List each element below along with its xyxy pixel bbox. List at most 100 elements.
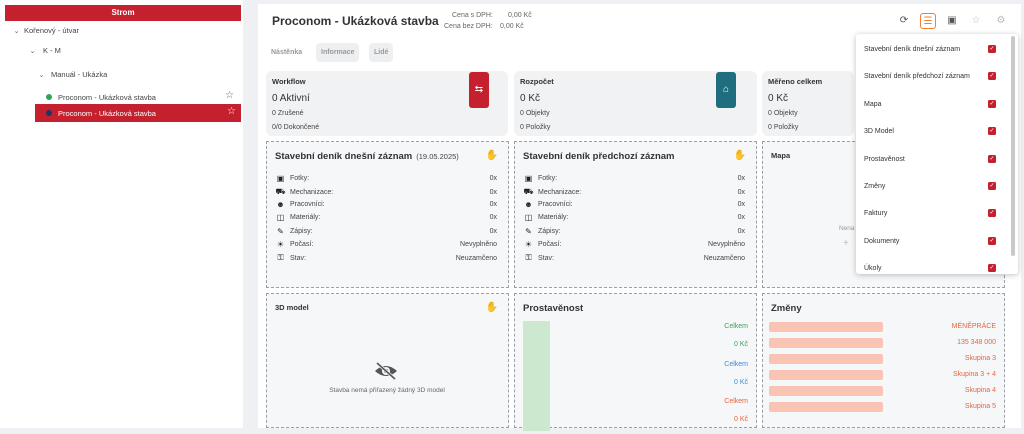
card-main-value: 0 Aktivní [272, 93, 310, 104]
diary-row-photos: ▣ Fotky: 0x [275, 174, 497, 183]
checkbox-checked[interactable]: ✓ [988, 127, 996, 135]
row-label: Materiály: [538, 214, 569, 221]
card-line: 0 Objekty [768, 110, 798, 117]
panel-diary-previous[interactable]: Stavební deník předchozí záznam ✋ ▣ Fotky… [514, 141, 757, 288]
sun-icon: ☀ [276, 240, 285, 249]
drag-handle-icon[interactable]: ✋ [733, 150, 746, 161]
gear-icon[interactable]: ⚙ [996, 15, 1006, 26]
menu-item-dokumenty[interactable]: Dokumenty ✓ [864, 237, 996, 245]
card-main-value: 0 Kč [768, 93, 789, 104]
row-value: Neuzamčeno [703, 254, 745, 262]
tab-lide[interactable]: Lidé [369, 43, 394, 62]
diary-row-weather: ☀ Počasí: Nevyplněno [523, 240, 745, 249]
status-dot-green [46, 94, 52, 100]
menu-item-prostavenost[interactable]: Prostavěnost ✓ [864, 155, 996, 163]
tree-node-label: K - M [43, 46, 61, 55]
change-bar [769, 386, 883, 396]
checkbox-checked[interactable]: ✓ [988, 72, 996, 80]
prostavenost-value: 0 Kč [733, 341, 748, 348]
star-icon[interactable]: ☆ [225, 90, 234, 101]
save-icon[interactable]: ▣ [947, 15, 957, 26]
row-label: Zápisy: [290, 228, 313, 235]
status-dot-dark [46, 110, 52, 116]
row-value: 0x [737, 175, 745, 182]
tree-node-label: Proconom - Ukázková stavba [58, 92, 156, 102]
row-value: 0x [489, 201, 497, 208]
checkbox-checked[interactable]: ✓ [988, 209, 996, 217]
card-mereno[interactable]: Měřeno celkem 0 Kč 0 Objekty 0 Položky [762, 71, 854, 136]
lock-icon: ⚿ [277, 253, 284, 262]
menu-item-diary-previous[interactable]: Stavební deník předchozí záznam ✓ [864, 72, 996, 80]
chevron-down-icon[interactable]: ⌄ [29, 47, 36, 55]
panel-title: 3D model [275, 303, 309, 312]
diary-row-weather: ☀ Počasí: Nevyplněno [275, 240, 497, 249]
menu-item-map[interactable]: Mapa ✓ [864, 100, 996, 108]
checkbox-checked[interactable]: ✓ [988, 155, 996, 163]
menu-item-3d-model[interactable]: 3D Model ✓ [864, 127, 996, 135]
diary-row-notes: ✎ Zápisy: 0x [275, 227, 497, 236]
list-icon[interactable]: ☰ [920, 13, 936, 29]
home-icon[interactable]: ⌂ [716, 72, 736, 108]
panel-zmeny[interactable]: Změny MÉNĚPRÁCE 135 348 000 Skupina 3 Sk… [762, 293, 1005, 428]
diary-row-state: ⚿ Stav: Neuzamčeno [523, 253, 745, 263]
row-label: Mechanizace: [538, 188, 582, 196]
tree-node-project[interactable]: Proconom - Ukázková stavba ☆ [46, 90, 239, 103]
menu-item-diary-today[interactable]: Stavební deník dnešní záznam ✓ [864, 45, 996, 53]
diary-row-notes: ✎ Zápisy: 0x [523, 227, 745, 236]
menu-item-label: Změny [864, 182, 886, 190]
tree-node-root[interactable]: ⌄ Kořenový - útvar [12, 26, 79, 35]
map-empty-text: Nena [839, 225, 855, 232]
checkbox-checked[interactable]: ✓ [988, 100, 996, 108]
checkbox-checked[interactable]: ✓ [988, 264, 996, 272]
row-label: Stav: [538, 254, 554, 262]
tree-node-km[interactable]: ⌄ K - M [28, 46, 61, 55]
menu-item-label: Stavební deník dnešní záznam [864, 45, 961, 53]
star-icon[interactable]: ☆ [971, 15, 981, 26]
change-bar [769, 370, 883, 380]
progress-bar [523, 321, 550, 431]
card-title: Měřeno celkem [768, 77, 823, 86]
truck-icon: ⛟ [523, 187, 534, 196]
card-main-value: 0 Kč [520, 93, 541, 104]
change-label: MÉNĚPRÁCE [951, 323, 996, 330]
panel-prostavenost[interactable]: Prostavěnost Celkem 0 Kč Celkem 0 Kč Cel… [514, 293, 757, 431]
panel-title: Mapa [771, 151, 791, 160]
star-icon[interactable]: ☆ [227, 106, 236, 117]
menu-item-faktury[interactable]: Faktury ✓ [864, 209, 996, 217]
row-label: Počasí: [538, 241, 562, 248]
row-label: Pracovníci: [290, 201, 325, 208]
widget-visibility-menu[interactable]: Stavební deník dnešní záznam ✓ Stavební d… [856, 34, 1018, 274]
scrollbar[interactable] [1011, 36, 1015, 256]
menu-item-label: Faktury [864, 209, 888, 217]
change-label: Skupina 4 [964, 387, 996, 394]
prostavenost-label: Celkem [724, 323, 748, 330]
row-value: 0x [737, 188, 745, 196]
panel-3d-model[interactable]: 3D model ✋ Stavba nemá přiřazený žádný 3… [266, 293, 509, 428]
workflow-icon[interactable]: ⇆ [469, 72, 489, 108]
plus-icon[interactable]: + [843, 238, 849, 249]
row-label: Fotky: [538, 175, 558, 182]
panel-title: Stavební deník dnešní záznam (19.05.2025) [275, 151, 459, 162]
refresh-icon[interactable]: ⟳ [899, 15, 909, 26]
chevron-down-icon[interactable]: ⌄ [13, 27, 20, 35]
checkbox-checked[interactable]: ✓ [988, 45, 996, 53]
row-label: Pracovníci: [538, 201, 573, 208]
tab-nastenka[interactable]: Nástěnka [271, 49, 303, 56]
panel-diary-today[interactable]: Stavební deník dnešní záznam (19.05.2025)… [266, 141, 509, 288]
drag-handle-icon[interactable]: ✋ [485, 150, 498, 161]
card-workflow[interactable]: Workflow 0 Aktivní 0 Zrušené 0/0 Dokonče… [266, 71, 508, 136]
tab-informace[interactable]: Informace [316, 43, 360, 62]
menu-item-zmeny[interactable]: Změny ✓ [864, 182, 996, 190]
drag-handle-icon[interactable]: ✋ [485, 302, 498, 313]
checkbox-checked[interactable]: ✓ [988, 237, 996, 245]
tree-node-manual[interactable]: ⌄ Manuál - Ukázka [37, 70, 108, 79]
chevron-down-icon[interactable]: ⌄ [38, 71, 45, 79]
tree-node-project-selected[interactable]: Proconom - Ukázková stavba ☆ [35, 104, 241, 122]
checkbox-checked[interactable]: ✓ [988, 182, 996, 190]
card-rozpocet[interactable]: Rozpočet 0 Kč 0 Objekty 0 Položky ⌂ [514, 71, 757, 136]
menu-item-ukoly[interactable]: Úkoly ✓ [864, 264, 996, 272]
row-label: Stav: [290, 254, 306, 262]
row-label: Mechanizace: [290, 188, 334, 196]
row-label: Materiály: [290, 214, 321, 221]
price-value: 0,00 Kč [508, 12, 532, 19]
